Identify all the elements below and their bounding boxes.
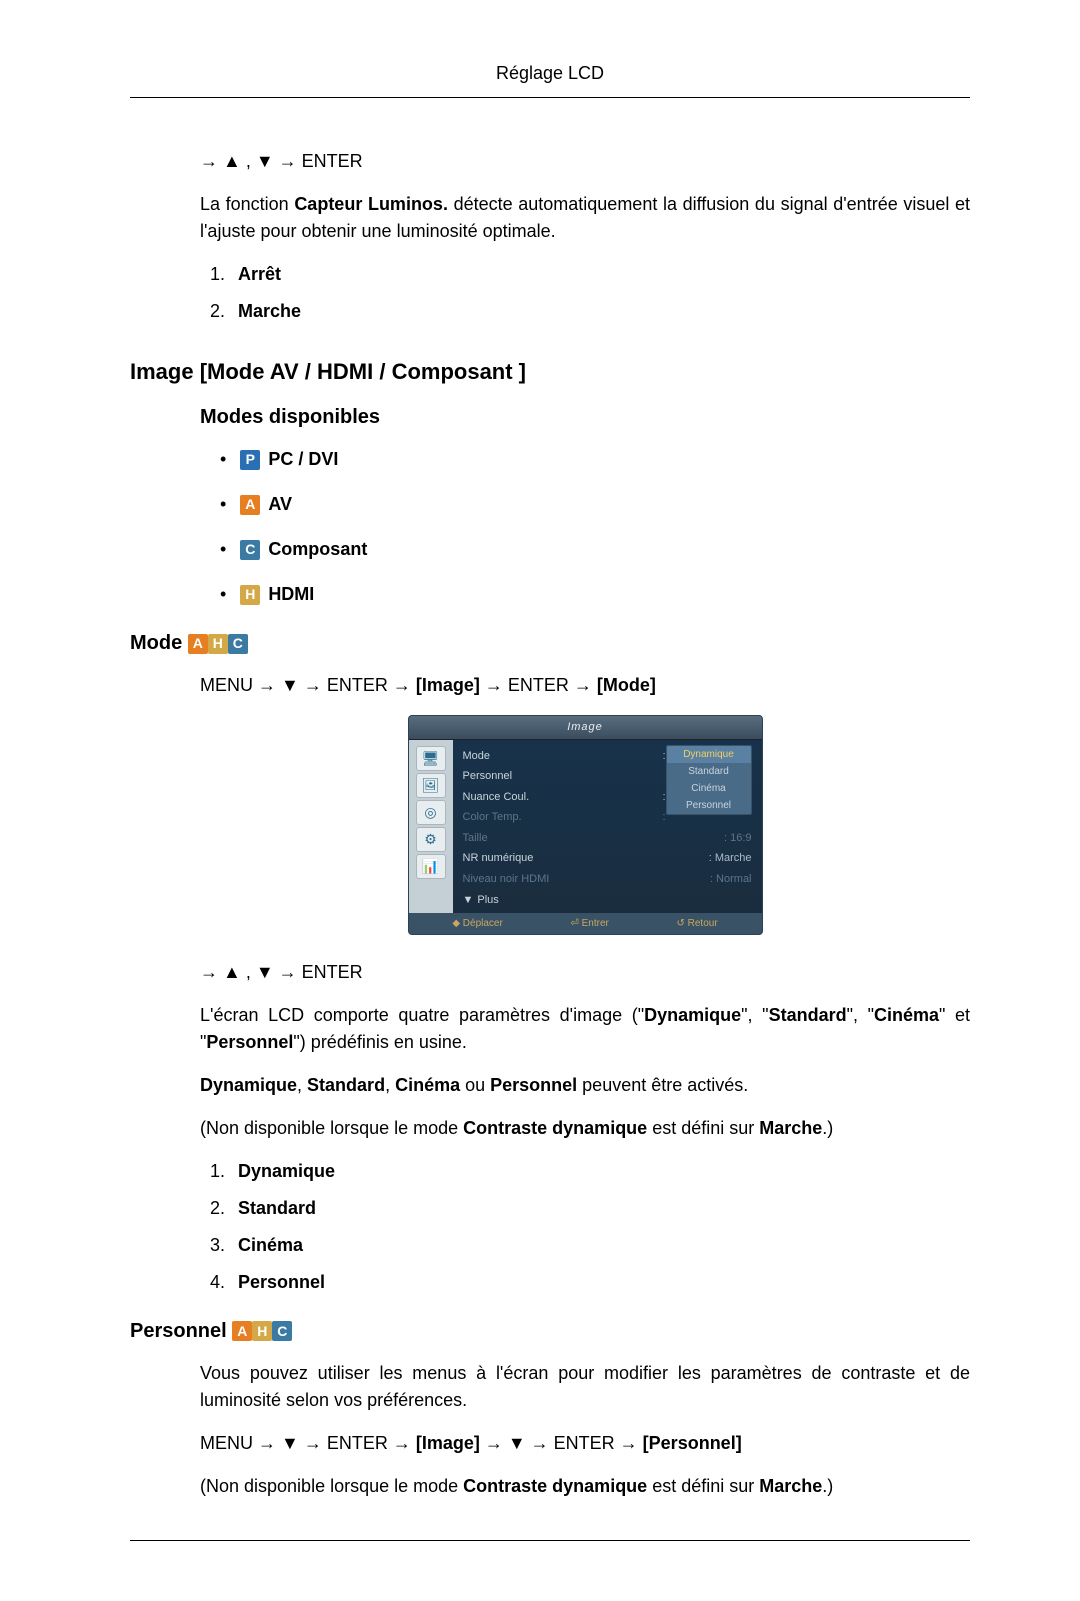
menu-path: MENU → ▼ → ENTER → [Image] → ▼ → ENTER →… bbox=[200, 1430, 970, 1457]
nav-sequence: → ▲ , ▼ → ENTER bbox=[200, 959, 970, 986]
osd-plus-row: ▼Plus bbox=[463, 889, 752, 909]
list-item: Marche bbox=[230, 298, 970, 325]
osd-icon: ◎ bbox=[416, 800, 446, 825]
nav-sequence: → ▲ , ▼ → ENTER bbox=[200, 148, 970, 175]
heading-modes-disponibles: Modes disponibles bbox=[200, 402, 970, 432]
footer-rule bbox=[130, 1540, 970, 1541]
list-item: Personnel bbox=[230, 1269, 970, 1296]
osd-icon: ⚙ bbox=[416, 827, 446, 852]
badge-a-icon: A bbox=[240, 495, 260, 515]
page-header: Réglage LCD bbox=[130, 60, 970, 98]
osd-row-label: Mode bbox=[463, 748, 491, 765]
osd-row-label: Taille bbox=[463, 830, 488, 847]
list-item: Cinéma bbox=[230, 1232, 970, 1259]
modes-list: P PC / DVI A AV C Composant H HDMI bbox=[220, 446, 970, 608]
osd-row-label: Nuance Coul. bbox=[463, 789, 530, 806]
osd-row-label: Niveau noir HDMI bbox=[463, 871, 550, 888]
section-mode-body: MENU → ▼ → ENTER → [Image] → ENTER → [Mo… bbox=[200, 672, 970, 1296]
badge-a-icon: A bbox=[232, 1321, 252, 1341]
osd-dropdown-item: Cinéma bbox=[667, 780, 751, 797]
osd-row-value: : 16:9 bbox=[724, 830, 752, 847]
badge-c-icon: C bbox=[228, 634, 248, 654]
osd-side-icons: 🖥 🖼 ◎ ⚙ 📊 bbox=[409, 740, 453, 913]
osd-content: Mode: Personnel Nuance Coul.: Color Temp… bbox=[453, 740, 762, 913]
osd-dropdown-item: Standard bbox=[667, 763, 751, 780]
mode-activation: Dynamique, Standard, Cinéma ou Personnel… bbox=[200, 1072, 970, 1099]
list-item: Dynamique bbox=[230, 1158, 970, 1185]
badge-h-icon: H bbox=[208, 634, 228, 654]
mode-label: PC / DVI bbox=[268, 446, 338, 473]
mode-label: HDMI bbox=[268, 581, 314, 608]
osd-dropdown-item: Personnel bbox=[667, 797, 751, 814]
osd-title: Image bbox=[409, 716, 762, 740]
onoff-list: Arrêt Marche bbox=[230, 261, 970, 325]
osd-footer: ◆ Déplacer ⏎ Entrer ↺ Retour bbox=[409, 913, 762, 934]
osd-row-value: : Normal bbox=[710, 871, 752, 888]
down-triangle-icon: ▼ bbox=[463, 892, 474, 909]
section-intro: → ▲ , ▼ → ENTER La fonction Capteur Lumi… bbox=[200, 148, 970, 325]
capteur-description: La fonction Capteur Luminos. détecte aut… bbox=[200, 191, 970, 245]
osd-row-label: Personnel bbox=[463, 768, 513, 785]
mode-item-av: A AV bbox=[220, 491, 970, 518]
page-title: Réglage LCD bbox=[496, 63, 604, 83]
section-personnel-body: Vous pouvez utiliser les menus à l'écran… bbox=[200, 1360, 970, 1500]
osd-row-label: Color Temp. bbox=[463, 809, 522, 826]
osd-icon: 🖼 bbox=[416, 773, 446, 798]
menu-path: MENU → ▼ → ENTER → [Image] → ENTER → [Mo… bbox=[200, 672, 970, 699]
osd-footer-item: ↺ Retour bbox=[676, 916, 717, 931]
osd-dropdown-item: Dynamique bbox=[667, 746, 751, 763]
osd-screenshot: Image 🖥 🖼 ◎ ⚙ 📊 Mode: Personnel bbox=[200, 715, 970, 935]
mode-list: Dynamique Standard Cinéma Personnel bbox=[230, 1158, 970, 1296]
heading-personnel: Personnel A H C bbox=[130, 1316, 970, 1346]
badge-a-icon: A bbox=[188, 634, 208, 654]
heading-image-mode: Image [Mode AV / HDMI / Composant ] bbox=[130, 355, 970, 388]
mode-note: (Non disponible lorsque le mode Contrast… bbox=[200, 1115, 970, 1142]
mode-item-hdmi: H HDMI bbox=[220, 581, 970, 608]
badge-row: A H C bbox=[188, 634, 248, 654]
heading-mode: Mode A H C bbox=[130, 628, 970, 658]
list-item: Standard bbox=[230, 1195, 970, 1222]
mode-label: Composant bbox=[268, 536, 367, 563]
badge-c-icon: C bbox=[240, 540, 260, 560]
osd-icon: 📊 bbox=[416, 854, 446, 879]
badge-row: A H C bbox=[232, 1321, 292, 1341]
osd-row-value: : Marche bbox=[709, 850, 752, 867]
badge-c-icon: C bbox=[272, 1321, 292, 1341]
osd-dropdown: Dynamique Standard Cinéma Personnel bbox=[666, 745, 752, 815]
personnel-description: Vous pouvez utiliser les menus à l'écran… bbox=[200, 1360, 970, 1414]
list-item: Arrêt bbox=[230, 261, 970, 288]
mode-item-pc: P PC / DVI bbox=[220, 446, 970, 473]
personnel-note: (Non disponible lorsque le mode Contrast… bbox=[200, 1473, 970, 1500]
osd-footer-item: ◆ Déplacer bbox=[452, 916, 503, 931]
mode-label: AV bbox=[268, 491, 292, 518]
osd-footer-item: ⏎ Entrer bbox=[570, 916, 608, 931]
osd-icon: 🖥 bbox=[416, 746, 446, 771]
badge-h-icon: H bbox=[252, 1321, 272, 1341]
osd-row-label: NR numérique bbox=[463, 850, 534, 867]
badge-p-icon: P bbox=[240, 450, 260, 470]
mode-item-composant: C Composant bbox=[220, 536, 970, 563]
mode-description: L'écran LCD comporte quatre paramètres d… bbox=[200, 1002, 970, 1056]
badge-h-icon: H bbox=[240, 585, 260, 605]
